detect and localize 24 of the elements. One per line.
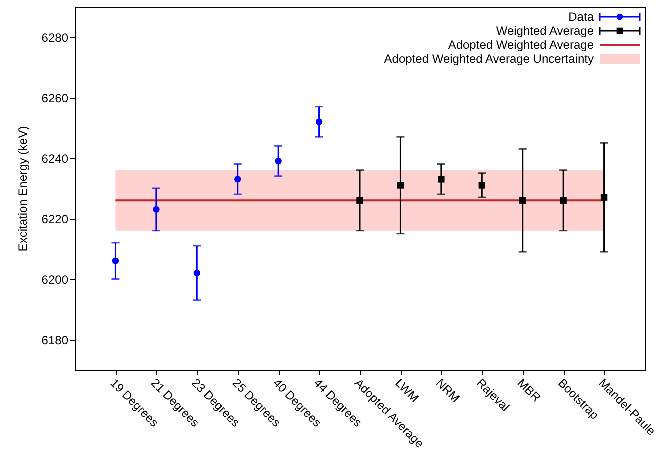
point xyxy=(438,176,445,183)
legend-label: Adopted Weighted Average Uncertainty xyxy=(384,52,594,66)
point xyxy=(356,197,364,204)
y-axis-title: Excitation Energy (keV) xyxy=(16,126,30,252)
y-tick-label: 6280 xyxy=(42,30,69,45)
legend-label: Data xyxy=(568,10,594,24)
y-tick-label: 6200 xyxy=(42,272,69,287)
point xyxy=(153,206,160,214)
point xyxy=(234,176,242,183)
point xyxy=(112,258,120,264)
point xyxy=(560,197,567,204)
y-tick-label: 6260 xyxy=(42,91,69,106)
y-tick-label: 6240 xyxy=(42,152,69,166)
point xyxy=(194,270,200,277)
y-tick-label: 6220 xyxy=(42,212,69,226)
point xyxy=(478,182,486,189)
point xyxy=(397,182,404,189)
point xyxy=(600,194,608,201)
legend-label: Weighted Average xyxy=(496,24,594,38)
point xyxy=(275,158,282,165)
legend-label: Adopted Weighted Average xyxy=(448,38,594,52)
point xyxy=(316,118,323,126)
point xyxy=(520,197,526,204)
y-tick-label: 6180 xyxy=(42,333,69,348)
